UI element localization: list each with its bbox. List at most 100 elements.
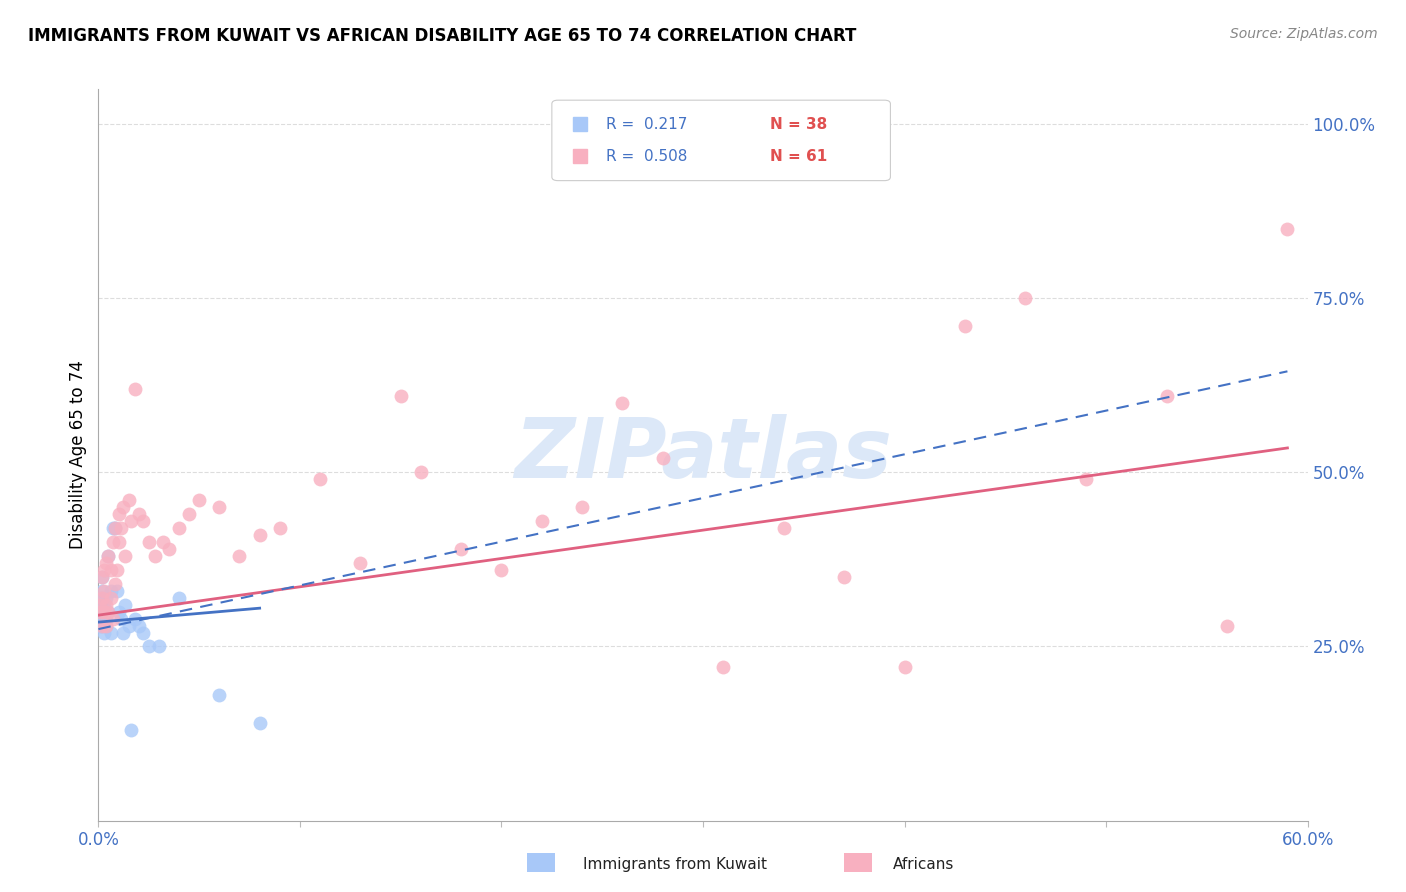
Point xyxy=(96,618,118,632)
Point xyxy=(101,535,124,549)
Point xyxy=(120,514,142,528)
Point xyxy=(89,598,111,612)
Point xyxy=(101,612,124,626)
Point xyxy=(167,591,190,605)
Point xyxy=(143,549,166,563)
Point xyxy=(91,591,114,605)
Point xyxy=(612,395,634,409)
Point xyxy=(711,660,734,674)
Point xyxy=(93,563,115,577)
Point xyxy=(132,514,155,528)
Point xyxy=(110,521,132,535)
Point xyxy=(107,535,129,549)
Point xyxy=(96,612,118,626)
Text: ZIPatlas: ZIPatlas xyxy=(515,415,891,495)
Point xyxy=(118,618,141,632)
Point xyxy=(103,576,125,591)
Point xyxy=(100,625,122,640)
Point xyxy=(491,563,513,577)
Point xyxy=(1277,221,1299,235)
Point xyxy=(91,570,114,584)
Point xyxy=(105,583,128,598)
Point xyxy=(96,598,118,612)
Point xyxy=(1014,291,1036,305)
Point xyxy=(120,723,142,737)
Text: IMMIGRANTS FROM KUWAIT VS AFRICAN DISABILITY AGE 65 TO 74 CORRELATION CHART: IMMIGRANTS FROM KUWAIT VS AFRICAN DISABI… xyxy=(28,27,856,45)
Point xyxy=(93,598,115,612)
Point xyxy=(93,625,115,640)
Point xyxy=(100,583,122,598)
Point xyxy=(89,612,111,626)
Point xyxy=(138,640,160,654)
Point xyxy=(128,618,150,632)
Point xyxy=(450,541,472,556)
Point xyxy=(107,507,129,521)
Point xyxy=(124,382,146,396)
Point xyxy=(571,500,593,515)
Point xyxy=(1216,618,1239,632)
Point xyxy=(89,618,111,632)
Text: Source: ZipAtlas.com: Source: ZipAtlas.com xyxy=(1230,27,1378,41)
Y-axis label: Disability Age 65 to 74: Disability Age 65 to 74 xyxy=(69,360,87,549)
Point xyxy=(179,507,201,521)
Point xyxy=(114,549,136,563)
Point xyxy=(91,570,114,584)
Point xyxy=(269,521,291,535)
Point xyxy=(89,605,111,619)
Point xyxy=(103,521,125,535)
Point xyxy=(772,521,794,535)
Point xyxy=(893,660,915,674)
Point xyxy=(96,591,118,605)
Point xyxy=(96,618,118,632)
Point xyxy=(96,556,118,570)
Text: R =  0.508: R = 0.508 xyxy=(606,149,688,164)
Point xyxy=(89,605,111,619)
Point xyxy=(167,521,190,535)
Point xyxy=(97,549,120,563)
Point xyxy=(93,605,115,619)
Point xyxy=(1156,389,1178,403)
Point xyxy=(208,688,231,702)
Point xyxy=(100,591,122,605)
Point xyxy=(97,605,120,619)
Point xyxy=(832,570,855,584)
Point xyxy=(349,556,371,570)
Point xyxy=(91,618,114,632)
Point xyxy=(132,625,155,640)
Point xyxy=(93,612,115,626)
Point xyxy=(93,605,115,619)
Point xyxy=(188,493,211,508)
Point xyxy=(91,583,114,598)
Point xyxy=(93,583,115,598)
Point xyxy=(111,625,134,640)
Point xyxy=(138,535,160,549)
Point xyxy=(91,605,114,619)
Point xyxy=(114,598,136,612)
Point xyxy=(128,507,150,521)
Point xyxy=(110,612,132,626)
Point xyxy=(91,618,114,632)
Point xyxy=(953,319,976,334)
Point xyxy=(124,612,146,626)
Point xyxy=(100,563,122,577)
Point xyxy=(107,605,129,619)
Point xyxy=(89,598,111,612)
Point xyxy=(89,591,111,605)
Point xyxy=(249,528,271,542)
Text: N = 38: N = 38 xyxy=(769,117,827,132)
Point xyxy=(228,549,250,563)
Point xyxy=(103,521,125,535)
Point xyxy=(651,451,673,466)
Text: Immigrants from Kuwait: Immigrants from Kuwait xyxy=(583,857,768,872)
Point xyxy=(249,716,271,731)
Point xyxy=(111,500,134,515)
Point xyxy=(97,549,120,563)
Point xyxy=(157,541,180,556)
Point xyxy=(389,389,412,403)
Point xyxy=(208,500,231,515)
FancyBboxPatch shape xyxy=(553,100,890,180)
Point xyxy=(1074,472,1097,486)
Point xyxy=(148,640,170,654)
Text: N = 61: N = 61 xyxy=(769,149,827,164)
Point xyxy=(409,466,432,480)
